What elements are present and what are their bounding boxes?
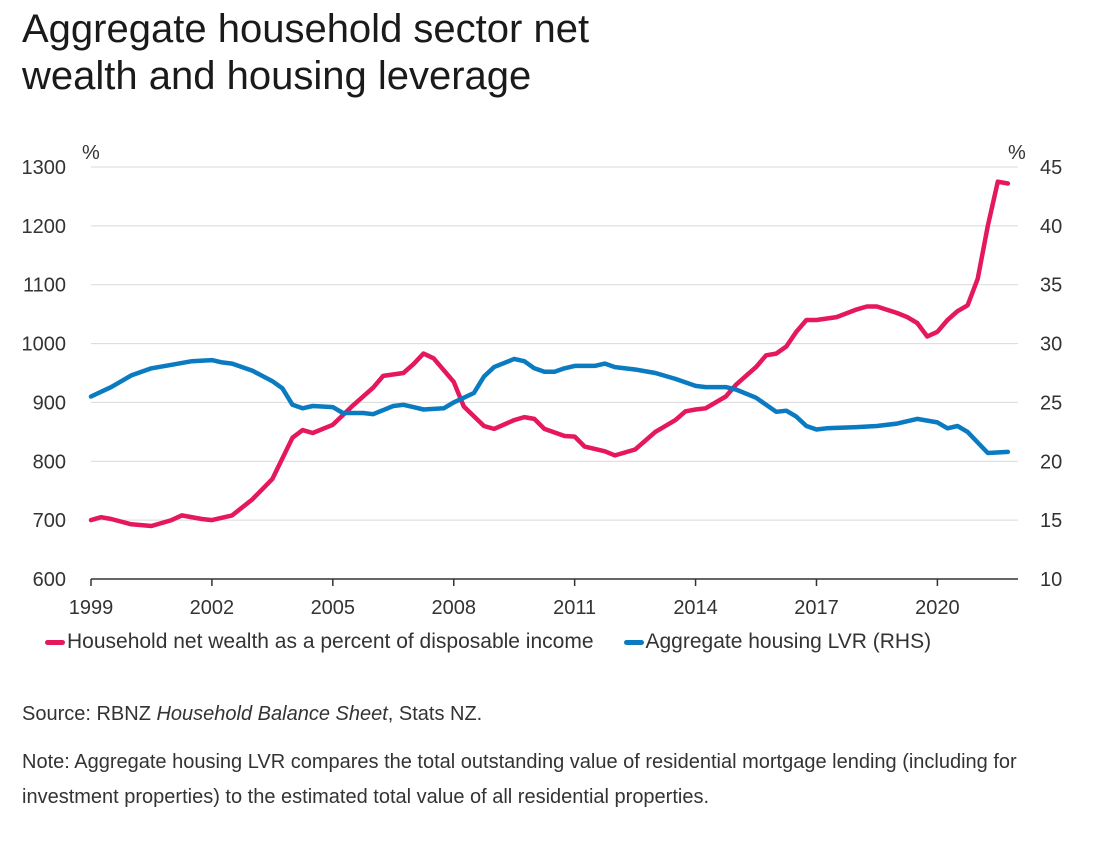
chart-title: Aggregate household sector net wealth an… [22, 6, 589, 100]
right-tick-label: 30 [1040, 334, 1062, 356]
left-tick-label: 600 [33, 569, 66, 591]
note-text: Note: Aggregate housing LVR compares the… [22, 751, 1017, 808]
right-tick-label: 25 [1040, 392, 1062, 414]
right-tick-label: 20 [1040, 451, 1062, 473]
left-tick-label: 1000 [22, 334, 67, 356]
legend: Household net wealth as a percent of dis… [45, 630, 931, 654]
right-axis-unit: % [1008, 142, 1026, 164]
source-title: Household Balance Sheet [156, 703, 388, 725]
right-tick-label: 15 [1040, 510, 1062, 532]
title-line-2: wealth and housing leverage [22, 54, 532, 98]
legend-swatch-blue [623, 639, 644, 645]
x-tick-label: 2020 [915, 597, 960, 619]
left-tick-label: 800 [33, 451, 66, 473]
left-tick-label: 1100 [23, 275, 66, 297]
x-tick-label: 2014 [673, 597, 718, 619]
right-tick-label: 45 [1040, 157, 1062, 179]
left-tick-label: 1200 [22, 216, 67, 238]
legend-item-lvr: Aggregate housing LVR (RHS) [623, 630, 932, 654]
legend-label: Aggregate housing LVR (RHS) [645, 630, 932, 653]
left-tick-label: 900 [33, 392, 66, 414]
source-text: Source: RBNZ Household Balance Sheet, St… [22, 703, 482, 726]
title-line-1: Aggregate household sector net [22, 7, 590, 51]
series-line-lvr [88, 356, 1011, 456]
right-tick-label: 10 [1040, 569, 1062, 591]
x-tick-label: 2017 [794, 597, 839, 619]
source-prefix: Source: RBNZ [22, 703, 157, 725]
legend-label: Household net wealth as a percent of dis… [67, 630, 594, 653]
x-tick-label: 2011 [553, 597, 596, 619]
left-tick-label: 700 [33, 510, 66, 532]
x-tick-label: 2005 [311, 597, 356, 619]
right-tick-label: 40 [1040, 216, 1062, 238]
series-line-net-wealth [88, 179, 1011, 529]
left-axis-unit: % [82, 142, 100, 164]
legend-item-net-wealth: Household net wealth as a percent of dis… [45, 630, 594, 654]
left-tick-label: 1300 [22, 157, 67, 179]
x-tick-label: 2002 [190, 597, 235, 619]
x-tick-label: 1999 [69, 597, 114, 619]
source-suffix: , Stats NZ. [387, 703, 483, 725]
x-tick-label: 2008 [431, 597, 476, 619]
legend-swatch-pink [45, 639, 65, 645]
right-tick-label: 35 [1040, 275, 1062, 297]
